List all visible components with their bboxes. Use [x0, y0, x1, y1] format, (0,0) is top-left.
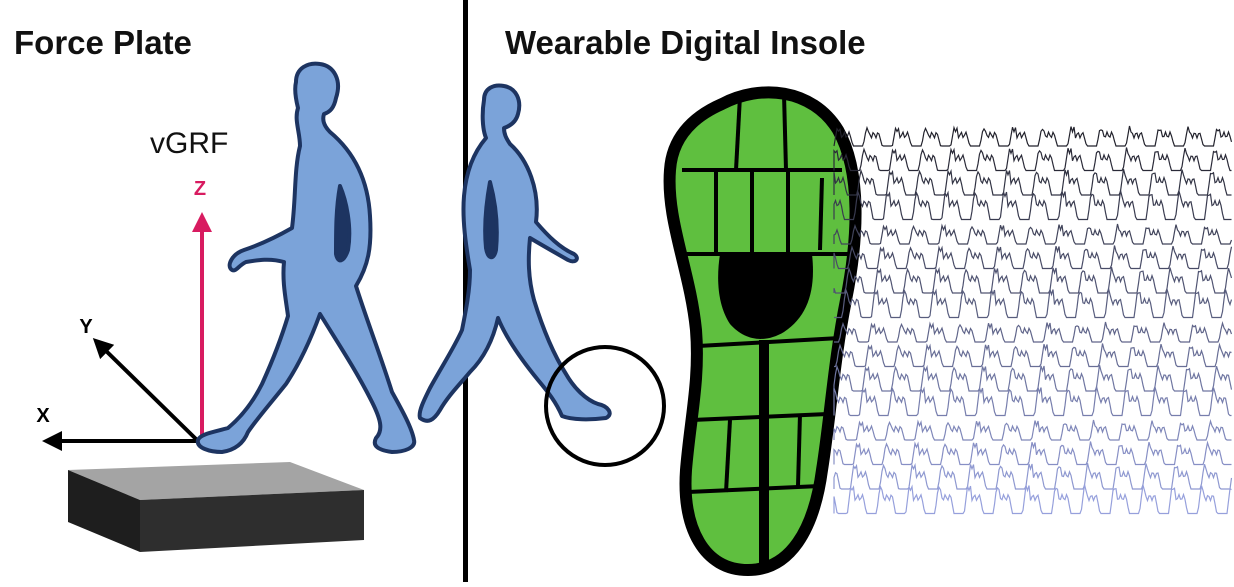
panel-divider [463, 0, 468, 582]
sensor-trace [833, 266, 1233, 294]
force-plate-title: Force Plate [14, 24, 192, 61]
walking-person-icon [417, 83, 612, 423]
insole-sensor-grid-icon [663, 86, 862, 576]
sensor-trace [833, 125, 1233, 147]
sensor-traces [833, 125, 1233, 515]
sensor-trace [833, 418, 1232, 441]
circle-highlight-icon [544, 345, 666, 467]
sensor-trace [833, 190, 1232, 221]
axes: Z Y X vGRF [36, 127, 228, 451]
sensor-trace [833, 245, 1233, 270]
x-axis-label: X [36, 405, 50, 427]
force-plate-front [68, 470, 140, 552]
sensor-trace [834, 320, 1233, 343]
sensor-trace [833, 462, 1233, 490]
sensor-trace [833, 386, 1232, 417]
sensor-trace [834, 288, 1233, 319]
sensor-trace [833, 168, 1232, 196]
sensor-trace [833, 440, 1232, 466]
wearable-insole-title: Wearable Digital Insole [505, 24, 866, 61]
vgrf-label: vGRF [150, 127, 228, 160]
y-axis-label: Y [79, 316, 93, 338]
sensor-trace [833, 223, 1233, 245]
sensor-trace [833, 147, 1232, 172]
walking-person-icon [195, 61, 417, 454]
sensor-trace [833, 364, 1233, 392]
y-axis-arrow [92, 338, 200, 443]
force-plate-top [68, 462, 364, 500]
insole-grid-lines [676, 93, 850, 568]
sensor-trace [833, 484, 1232, 515]
force-plate-side [140, 490, 364, 552]
z-axis-label: Z [194, 178, 206, 200]
sensor-trace [834, 342, 1232, 368]
insole-arch-cutout [718, 254, 813, 339]
force-plate [68, 462, 364, 552]
